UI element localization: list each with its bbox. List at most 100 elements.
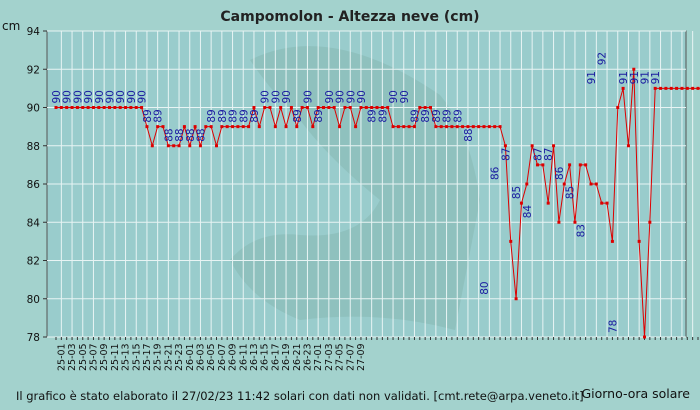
- data-point: [354, 125, 358, 129]
- data-point: [348, 106, 352, 109]
- data-label: 89: [142, 109, 154, 122]
- data-point: [231, 125, 235, 129]
- y-axis: 78 80 82 84 86 88 90 92 94: [27, 26, 47, 344]
- data-label: 84: [522, 205, 534, 219]
- data-point: [124, 106, 128, 109]
- data-label: 83: [575, 224, 587, 237]
- data-point: [519, 201, 523, 205]
- data-label: 80: [479, 281, 491, 294]
- data-point: [59, 106, 63, 109]
- data-label: 89: [292, 109, 304, 122]
- data-point: [343, 106, 347, 109]
- data-point: [65, 106, 69, 109]
- data-point: [461, 125, 465, 129]
- y-tick-label: 92: [27, 64, 40, 76]
- data-point: [252, 106, 256, 109]
- data-point: [204, 125, 208, 129]
- data-point: [450, 125, 454, 129]
- data-point: [113, 106, 117, 109]
- data-label: 91: [650, 71, 662, 84]
- data-point: [525, 182, 529, 186]
- x-tick-label: 25-09: [99, 343, 110, 371]
- data-point: [696, 86, 700, 90]
- x-tick-label: 25-15: [131, 343, 142, 371]
- data-point: [145, 125, 149, 129]
- data-point: [632, 67, 636, 71]
- data-point: [573, 220, 577, 224]
- data-point: [530, 144, 534, 148]
- data-point: [477, 125, 481, 129]
- data-label: 85: [565, 186, 577, 199]
- data-point: [610, 239, 614, 243]
- data-point: [225, 125, 229, 129]
- data-point: [236, 125, 240, 129]
- data-point: [375, 106, 379, 109]
- data-point: [482, 125, 486, 129]
- series-points: [54, 67, 700, 339]
- x-tick-label: 26-11: [238, 343, 249, 371]
- y-tick-label: 94: [27, 26, 41, 38]
- data-point: [423, 106, 427, 109]
- data-label: 90: [83, 90, 95, 103]
- data-point: [503, 144, 507, 148]
- data-label: 89: [206, 109, 218, 122]
- data-labels: 9090909090909090908989888888888989898989…: [51, 52, 662, 333]
- data-label: 91: [640, 71, 652, 84]
- data-point: [675, 86, 679, 90]
- data-point: [215, 144, 218, 148]
- data-label: 87: [500, 147, 512, 160]
- data-point: [637, 239, 641, 243]
- data-point: [396, 125, 400, 129]
- data-point: [322, 106, 325, 109]
- data-point: [316, 106, 320, 109]
- data-point: [263, 106, 267, 109]
- data-point: [188, 144, 192, 148]
- data-point: [546, 201, 550, 205]
- data-label: 90: [126, 90, 138, 103]
- data-label: 89: [313, 109, 325, 122]
- data-label: 89: [420, 109, 432, 122]
- data-point: [118, 106, 122, 109]
- data-point: [509, 239, 513, 243]
- data-label: 89: [377, 109, 389, 122]
- data-label: 89: [452, 109, 464, 122]
- data-point: [643, 335, 646, 339]
- data-point: [182, 125, 186, 129]
- data-point: [241, 125, 245, 129]
- data-point: [268, 106, 272, 109]
- data-point: [75, 106, 79, 109]
- x-tick-label: 25-11: [110, 343, 121, 371]
- data-point: [295, 125, 299, 129]
- data-point: [498, 125, 502, 129]
- data-point: [402, 125, 406, 129]
- data-point: [279, 106, 283, 109]
- x-tick-label: 26-05: [206, 343, 217, 371]
- data-point: [166, 144, 170, 148]
- y-tick-label: 80: [27, 294, 40, 306]
- data-label: 90: [51, 90, 63, 103]
- y-tick-label: 88: [27, 141, 40, 153]
- data-point: [70, 106, 74, 109]
- y-tick-label: 86: [27, 179, 41, 191]
- data-label: 89: [228, 109, 240, 122]
- x-tick-label: 26-15: [260, 343, 271, 371]
- data-point: [289, 106, 293, 109]
- data-label: 88: [174, 128, 186, 141]
- data-label: 90: [62, 90, 74, 103]
- data-point: [562, 182, 566, 186]
- data-point: [584, 163, 588, 167]
- data-point: [386, 106, 390, 109]
- x-tick-label: 25-23: [174, 343, 185, 371]
- x-axis: 25-01 25-03 25-05 25-07 25-09 25-11 25-13 25-15…: [55, 337, 699, 371]
- data-label: 89: [442, 109, 454, 122]
- data-point: [600, 201, 604, 205]
- data-label: 90: [356, 90, 368, 103]
- data-point: [455, 125, 459, 129]
- data-point: [445, 125, 449, 129]
- data-label: 91: [629, 71, 641, 84]
- data-label: 88: [463, 128, 475, 141]
- data-point: [338, 125, 342, 129]
- x-tick-label: 26-09: [228, 343, 239, 371]
- data-point: [300, 106, 304, 109]
- data-label: 86: [554, 166, 566, 180]
